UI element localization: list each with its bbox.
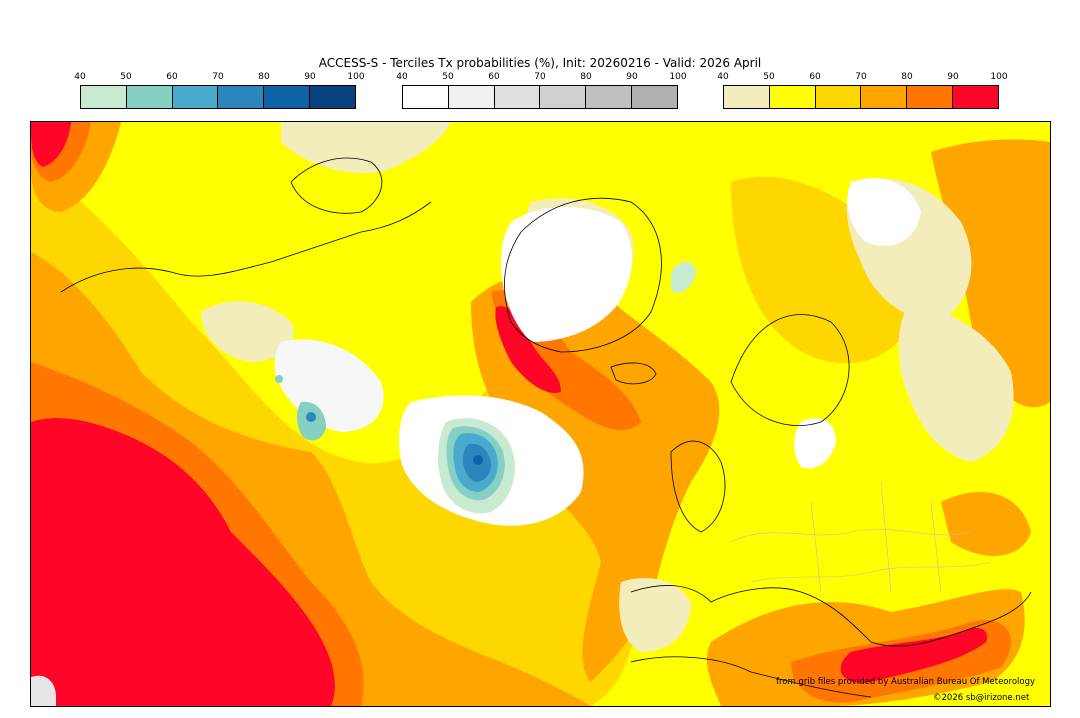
tick-label: 70	[855, 72, 867, 82]
near-normal-region	[31, 675, 56, 706]
coastline-europe	[630, 585, 1032, 647]
red-region	[495, 306, 561, 393]
coastline-greenland	[504, 197, 662, 353]
red-region	[71, 522, 201, 706]
color-swatch	[403, 86, 449, 108]
colorbar-swatches	[402, 85, 678, 109]
color-swatch	[448, 86, 495, 108]
tick-label: 80	[580, 72, 592, 82]
tick-label: 40	[717, 72, 729, 82]
color-swatch	[953, 86, 998, 108]
below-normal-region	[306, 412, 316, 422]
coastline	[60, 201, 432, 293]
tick-label: 80	[901, 72, 913, 82]
copyright-notice: ©2026 sb@irizone.net	[933, 693, 1030, 703]
color-swatch	[218, 86, 265, 108]
colorbar-ticks: 40 50 60 70 80 90 100	[74, 72, 364, 85]
color-swatch	[724, 86, 770, 108]
probability-map	[30, 121, 1051, 707]
coastline-arctic-islands	[290, 157, 383, 214]
tick-label: 50	[120, 72, 132, 82]
color-swatch	[907, 86, 954, 108]
orange-region	[931, 139, 1050, 408]
tick-label: 90	[626, 72, 638, 82]
orange-region	[941, 492, 1031, 556]
tick-label: 70	[212, 72, 224, 82]
colorbar-swatches	[80, 85, 356, 109]
color-swatch	[861, 86, 908, 108]
colorbar-near-normal: 40 50 60 70 80 90 100	[396, 72, 687, 112]
tick-label: 100	[990, 72, 1008, 82]
below-normal-region	[275, 375, 283, 383]
coastlines	[60, 157, 1032, 698]
pale-region	[201, 301, 294, 362]
coastline-iceland	[610, 362, 657, 385]
tick-label: 60	[809, 72, 821, 82]
colorbar-below-normal: 40 50 60 70 80 90 100	[74, 72, 365, 112]
tick-label: 70	[534, 72, 546, 82]
color-swatch	[540, 86, 587, 108]
near-normal-region	[501, 207, 632, 342]
pale-region	[898, 302, 1014, 462]
tick-label: 60	[488, 72, 500, 82]
near-normal-region	[847, 178, 921, 246]
tick-label: 50	[763, 72, 775, 82]
color-swatch	[310, 86, 355, 108]
borders	[730, 481, 992, 593]
border-line	[810, 481, 942, 593]
color-swatch	[586, 86, 633, 108]
color-swatch	[172, 86, 219, 108]
color-swatch	[494, 86, 541, 108]
tick-label: 60	[166, 72, 178, 82]
border-line	[750, 561, 992, 583]
map-canvas	[31, 122, 1050, 706]
map-title: ACCESS-S - Terciles Tx probabilities (%)…	[318, 56, 762, 70]
tick-label: 100	[669, 72, 687, 82]
pale-region	[619, 578, 691, 652]
tick-label: 50	[442, 72, 454, 82]
color-swatch	[126, 86, 173, 108]
color-swatch	[632, 86, 677, 108]
colorbar-ticks: 40 50 60 70 80 90 100	[396, 72, 686, 85]
red-region	[840, 627, 988, 683]
colorbar-above-normal: 40 50 60 70 80 90 100	[717, 72, 1008, 112]
colorbar-ticks: 40 50 60 70 80 90 100	[717, 72, 1007, 85]
tick-label: 90	[947, 72, 959, 82]
color-swatch	[264, 86, 311, 108]
pale-region	[281, 122, 451, 173]
tick-label: 90	[304, 72, 316, 82]
red-region	[31, 122, 71, 167]
color-swatch	[769, 86, 816, 108]
coastline-britain	[670, 440, 726, 533]
below-normal-region	[671, 262, 696, 293]
tick-label: 40	[396, 72, 408, 82]
below-normal-region	[473, 455, 483, 465]
near-normal-region	[794, 418, 836, 469]
tick-label: 80	[258, 72, 270, 82]
color-swatch	[81, 86, 127, 108]
tick-label: 40	[74, 72, 86, 82]
coastline-scandinavia	[730, 314, 850, 426]
coastline-north-africa	[630, 656, 872, 698]
tick-label: 100	[347, 72, 365, 82]
colorbar-swatches	[723, 85, 999, 109]
data-source-credit: from grib files provided by Australian B…	[776, 677, 1036, 687]
color-swatch	[815, 86, 862, 108]
